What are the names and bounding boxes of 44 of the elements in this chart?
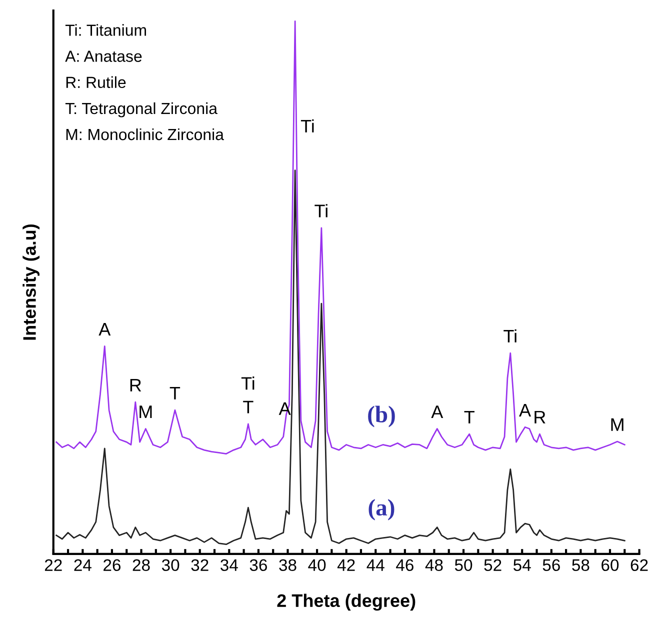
- annotation: A: [431, 406, 444, 418]
- x-axis-title: 2 Theta (degree): [277, 594, 416, 611]
- annotation: A: [98, 323, 111, 336]
- x-tick-label: 34: [220, 559, 238, 572]
- annotation: R: [130, 378, 142, 392]
- x-tick-label: 44: [366, 559, 384, 571]
- series-label: (b): [368, 406, 395, 428]
- series-label: (a): [368, 499, 394, 520]
- annotation: Ti: Titanium: [65, 24, 146, 36]
- y-axis-title: Intensity (a.u): [22, 224, 40, 340]
- annotation: A: [519, 404, 532, 416]
- annotation: T: Tetragonal Zirconia: [65, 102, 218, 118]
- x-tick-label: 32: [191, 559, 208, 572]
- x-tick-label: 38: [279, 559, 296, 572]
- annotation: M: [611, 418, 624, 431]
- x-tick-label: 28: [132, 559, 150, 572]
- annotation: R: Rutile: [66, 76, 126, 88]
- x-tick-label: 54: [514, 559, 531, 572]
- annotation: M: Monoclinic Zirconia: [66, 128, 224, 140]
- annotation: R: [534, 410, 546, 424]
- annotation: T: [170, 386, 180, 400]
- x-tick-label: 26: [104, 559, 121, 572]
- x-tick-label: 52: [484, 559, 502, 572]
- annotation: Ti: [300, 119, 314, 132]
- x-tick-label: 40: [308, 559, 326, 572]
- x-tick-label: 36: [250, 559, 267, 572]
- x-tick-label: 62: [630, 559, 648, 572]
- x-tick-label: 22: [44, 559, 62, 571]
- annotation: Ti: [241, 376, 254, 390]
- annotation: T: [464, 410, 474, 424]
- annotation: A: Anatase: [65, 50, 142, 62]
- x-tick-label: 56: [542, 559, 560, 572]
- x-tick-label: 60: [602, 559, 619, 572]
- x-tick-label: 24: [74, 559, 92, 571]
- annotation: T: [243, 400, 254, 414]
- x-tick-label: 30: [162, 559, 180, 572]
- annotation: Ti: [314, 204, 328, 218]
- x-tick-label: 48: [425, 559, 443, 572]
- x-tick-label: 58: [572, 559, 590, 572]
- annotation: Ti: [504, 329, 516, 342]
- annotation: M: [140, 406, 152, 418]
- x-tick-label: 46: [396, 559, 414, 572]
- x-tick-label: 50: [454, 559, 472, 572]
- x-tick-label: 42: [337, 559, 355, 571]
